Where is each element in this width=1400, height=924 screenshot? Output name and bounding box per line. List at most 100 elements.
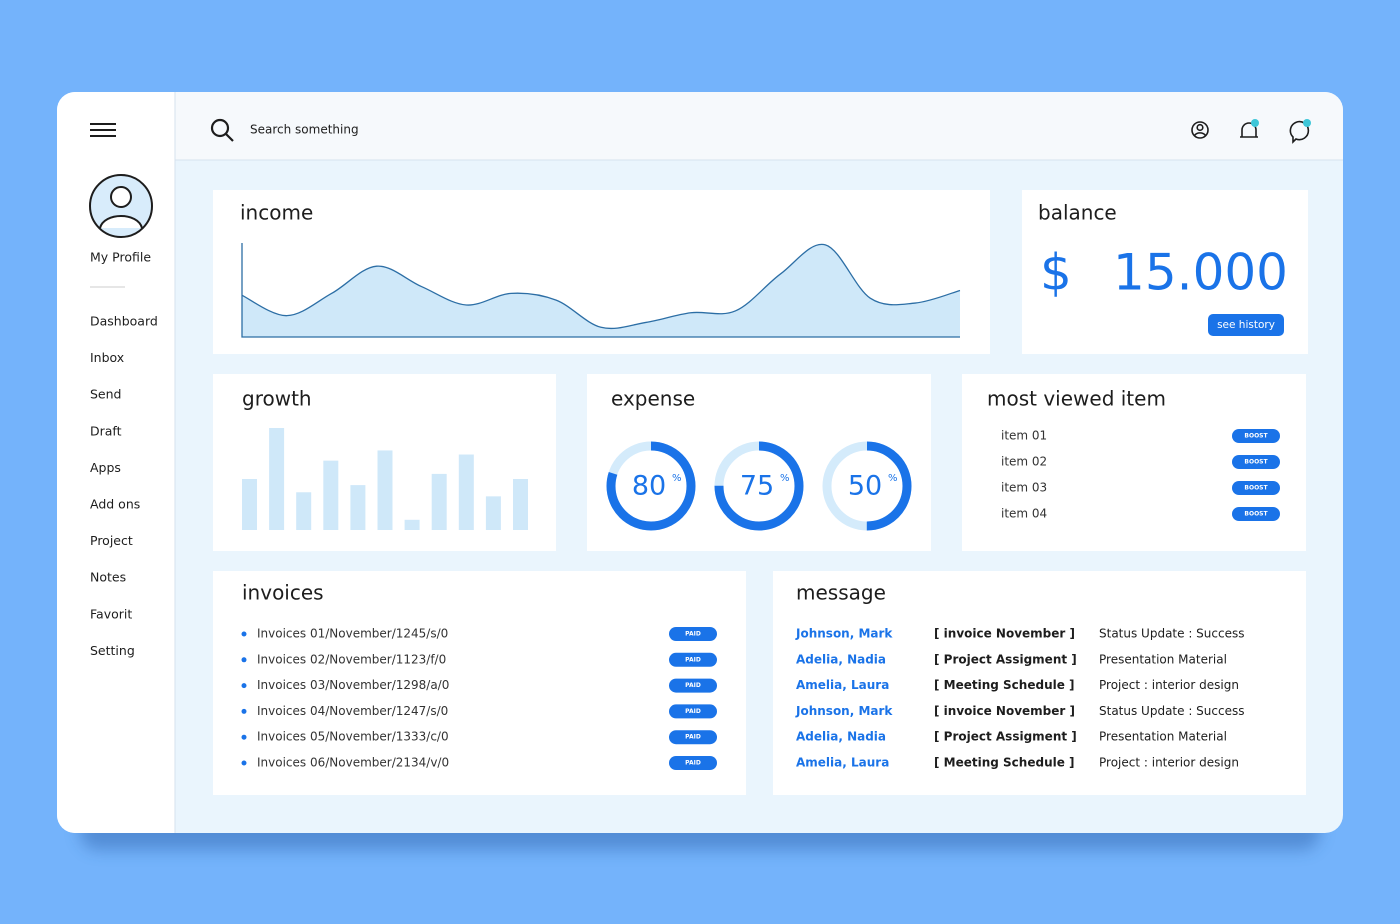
sender[interactable]: Amelia, Laura bbox=[796, 756, 889, 770]
donut-arc bbox=[822, 441, 912, 531]
menu-item[interactable]: Add ons bbox=[90, 497, 140, 512]
growth-bar bbox=[350, 485, 366, 530]
growth-bar bbox=[458, 454, 474, 530]
search-placeholder[interactable]: Search something bbox=[250, 123, 359, 137]
menu-item[interactable]: Favorit bbox=[90, 606, 132, 621]
income-area bbox=[242, 244, 960, 337]
paid-badge bbox=[669, 652, 717, 667]
item-label: item 02 bbox=[1001, 455, 1047, 469]
bullet bbox=[241, 657, 247, 663]
growth-bar bbox=[513, 479, 528, 530]
bullet bbox=[241, 734, 247, 740]
menu-item[interactable]: Draft bbox=[90, 423, 122, 438]
donut-value: 80 bbox=[632, 471, 666, 502]
chat-icon[interactable] bbox=[1289, 119, 1311, 144]
donut-value: 75 bbox=[740, 471, 774, 502]
boost-label[interactable]: BOOST bbox=[1244, 511, 1268, 518]
growth-bar bbox=[404, 519, 420, 530]
see-history-button[interactable] bbox=[1208, 314, 1284, 336]
growth-bar bbox=[431, 473, 447, 530]
status[interactable]: Project : interior design bbox=[1099, 678, 1239, 692]
donut-value: 50 bbox=[848, 471, 882, 502]
paid-badge bbox=[669, 704, 717, 719]
bullet bbox=[241, 631, 247, 637]
bullet bbox=[241, 683, 247, 689]
paid-badge bbox=[669, 730, 717, 745]
bullet bbox=[241, 760, 247, 766]
donut-unit: % bbox=[780, 473, 790, 484]
boost-label[interactable]: BOOST bbox=[1244, 485, 1268, 492]
subject[interactable]: [ Project Assigment ] bbox=[934, 730, 1077, 744]
subject[interactable]: [ invoice November ] bbox=[934, 627, 1075, 641]
donut-unit: % bbox=[888, 473, 898, 484]
donut-arc bbox=[714, 441, 804, 531]
message-panel bbox=[773, 571, 1306, 795]
donut-unit: % bbox=[672, 473, 682, 484]
boost-button[interactable] bbox=[1232, 481, 1280, 495]
subject[interactable]: [ Project Assigment ] bbox=[934, 652, 1077, 666]
invoices-title: invoices bbox=[242, 581, 324, 605]
paid-label: PAID bbox=[685, 631, 701, 638]
hamburger-icon[interactable] bbox=[90, 123, 116, 137]
boost-button[interactable] bbox=[1232, 507, 1280, 521]
message-title: message bbox=[796, 581, 886, 605]
boost-label[interactable]: BOOST bbox=[1244, 433, 1268, 440]
sender[interactable]: Adelia, Nadia bbox=[796, 652, 886, 666]
sender[interactable]: Amelia, Laura bbox=[796, 678, 889, 692]
income-title: income bbox=[240, 201, 313, 225]
invoice-label[interactable]: Invoices 03/November/1298/a/0 bbox=[257, 678, 449, 692]
invoice-label[interactable]: Invoices 01/November/1245/s/0 bbox=[257, 627, 448, 641]
status[interactable]: Status Update : Success bbox=[1099, 627, 1245, 641]
growth-bar bbox=[377, 450, 393, 530]
invoice-label[interactable]: Invoices 05/November/1333/c/0 bbox=[257, 730, 449, 744]
item-label: item 03 bbox=[1001, 481, 1047, 495]
sender[interactable]: Johnson, Mark bbox=[795, 627, 893, 641]
avatar[interactable] bbox=[89, 174, 153, 238]
item-label: item 04 bbox=[1001, 507, 1047, 521]
paid-badge bbox=[669, 756, 717, 770]
paid-badge bbox=[669, 627, 717, 641]
menu-item[interactable]: Project bbox=[90, 533, 133, 548]
menu-item[interactable]: Inbox bbox=[90, 350, 124, 365]
bell-icon[interactable] bbox=[1240, 119, 1259, 138]
income-line bbox=[241, 243, 961, 330]
growth-bar bbox=[296, 492, 312, 530]
account-icon[interactable] bbox=[1191, 121, 1209, 139]
menu-item[interactable]: Apps bbox=[90, 460, 121, 475]
sidebar bbox=[57, 92, 175, 833]
boost-label[interactable]: BOOST bbox=[1244, 459, 1268, 466]
menu-item[interactable]: Send bbox=[90, 387, 121, 402]
menu-item[interactable]: Notes bbox=[90, 570, 126, 585]
profile-label[interactable]: My Profile bbox=[90, 250, 151, 265]
invoice-label[interactable]: Invoices 06/November/2134/v/0 bbox=[257, 756, 449, 770]
subject[interactable]: [ Meeting Schedule ] bbox=[934, 678, 1075, 692]
sender[interactable]: Adelia, Nadia bbox=[796, 730, 886, 744]
invoice-label[interactable]: Invoices 02/November/1123/f/0 bbox=[257, 652, 446, 666]
see-history-label[interactable]: see history bbox=[1217, 319, 1275, 331]
invoice-label[interactable]: Invoices 04/November/1247/s/0 bbox=[257, 704, 448, 718]
sender[interactable]: Johnson, Mark bbox=[795, 704, 893, 718]
paid-badge bbox=[669, 678, 717, 693]
status[interactable]: Project : interior design bbox=[1099, 756, 1239, 770]
most-viewed-title: most viewed item bbox=[987, 387, 1166, 411]
subject[interactable]: [ Meeting Schedule ] bbox=[934, 756, 1075, 770]
status[interactable]: Status Update : Success bbox=[1099, 704, 1245, 718]
paid-label: PAID bbox=[685, 708, 701, 715]
growth-bar bbox=[269, 428, 285, 530]
status[interactable]: Presentation Material bbox=[1099, 652, 1227, 666]
boost-button[interactable] bbox=[1232, 455, 1280, 469]
search-icon[interactable] bbox=[210, 118, 234, 142]
status[interactable]: Presentation Material bbox=[1099, 730, 1227, 744]
growth-title: growth bbox=[242, 387, 312, 411]
menu-item[interactable]: Dashboard bbox=[90, 314, 158, 329]
balance-amount: 15.000 bbox=[1113, 244, 1288, 302]
growth-bar bbox=[242, 479, 257, 530]
growth-bar bbox=[485, 496, 501, 530]
donut-arc bbox=[606, 441, 696, 531]
growth-bar bbox=[323, 460, 339, 530]
menu-item[interactable]: Setting bbox=[90, 643, 135, 658]
boost-button[interactable] bbox=[1232, 429, 1280, 443]
bullet bbox=[241, 708, 247, 714]
subject[interactable]: [ invoice November ] bbox=[934, 704, 1075, 718]
